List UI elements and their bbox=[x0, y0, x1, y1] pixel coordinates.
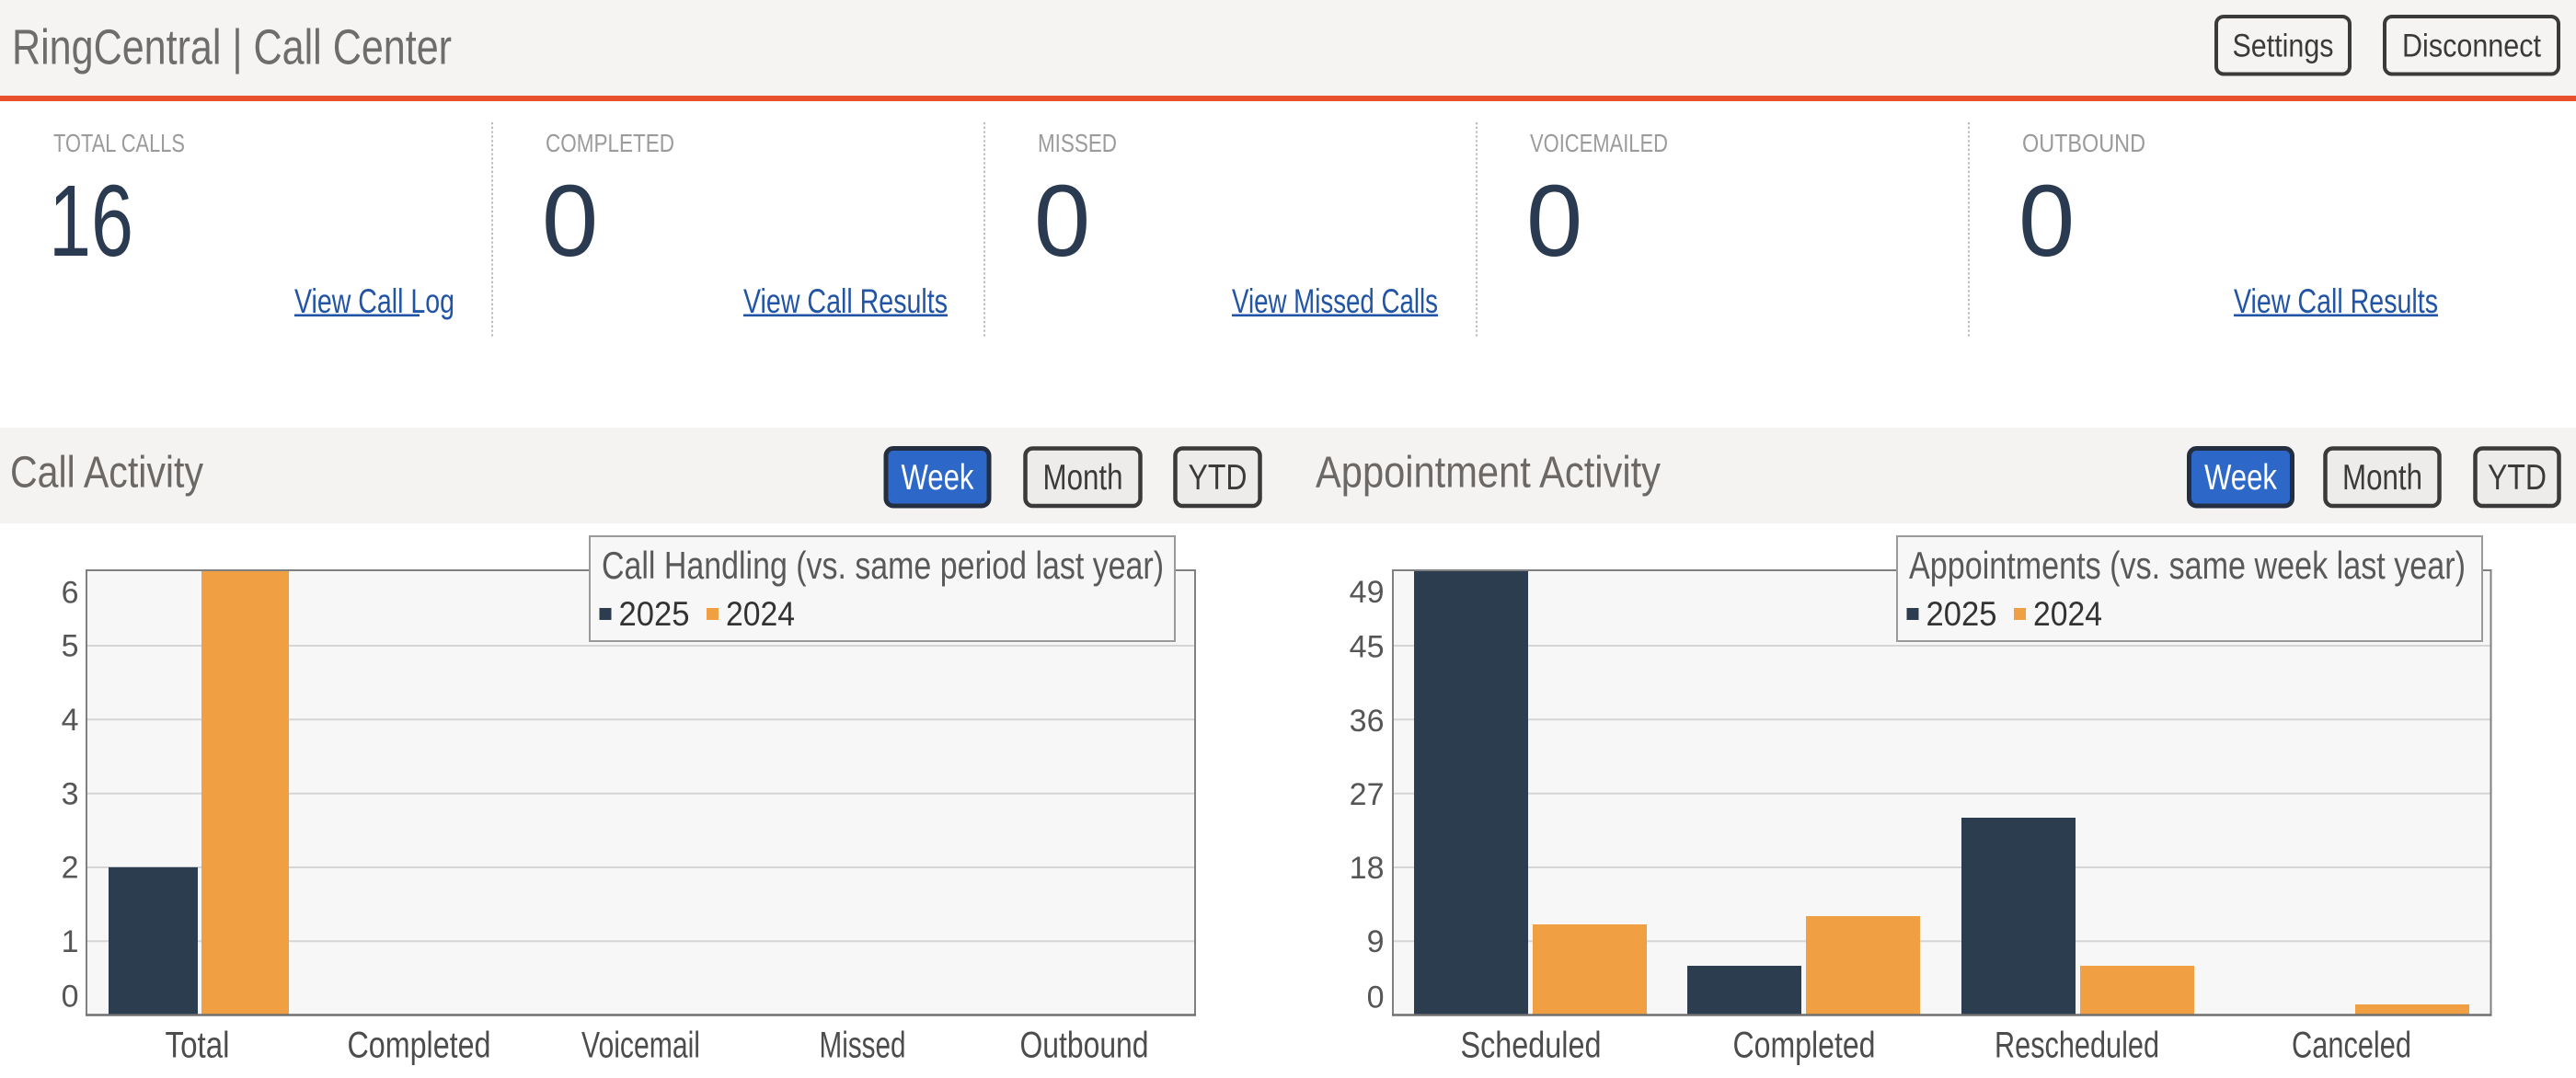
svg-text:YTD: YTD bbox=[2488, 458, 2547, 498]
svg-text:1: 1 bbox=[62, 924, 79, 959]
svg-text:6: 6 bbox=[62, 576, 79, 611]
svg-text:Week: Week bbox=[2204, 458, 2277, 498]
svg-text:2024: 2024 bbox=[2033, 595, 2102, 633]
svg-text:2025: 2025 bbox=[619, 595, 690, 633]
svg-text:Completed: Completed bbox=[1733, 1026, 1876, 1066]
svg-text:Disconnect: Disconnect bbox=[2402, 28, 2541, 63]
svg-text:Month: Month bbox=[2342, 458, 2422, 498]
svg-text:Appointment Activity: Appointment Activity bbox=[1316, 449, 1661, 498]
svg-text:MISSED: MISSED bbox=[1038, 129, 1117, 157]
svg-text:Appointments (vs. same week la: Appointments (vs. same week last year) bbox=[1909, 544, 2466, 587]
svg-text:0: 0 bbox=[1034, 165, 1090, 278]
svg-text:COMPLETED: COMPLETED bbox=[546, 129, 674, 157]
svg-text:Total: Total bbox=[166, 1026, 230, 1066]
svg-text:YTD: YTD bbox=[1189, 458, 1248, 498]
svg-text:0: 0 bbox=[1367, 981, 1385, 1015]
svg-text:Canceled: Canceled bbox=[2292, 1026, 2411, 1066]
svg-text:Outbound: Outbound bbox=[1020, 1026, 1149, 1066]
svg-text:16: 16 bbox=[49, 165, 133, 278]
svg-text:RingCentral | Call Center: RingCentral | Call Center bbox=[12, 20, 452, 75]
svg-text:Call Handling (vs. same period: Call Handling (vs. same period last year… bbox=[602, 544, 1164, 587]
svg-text:Voicemail: Voicemail bbox=[581, 1026, 700, 1066]
svg-text:18: 18 bbox=[1350, 851, 1385, 886]
svg-text:2025: 2025 bbox=[1926, 595, 1997, 633]
svg-text:Call Activity: Call Activity bbox=[10, 449, 203, 498]
svg-text:27: 27 bbox=[1350, 777, 1385, 812]
svg-text:0: 0 bbox=[62, 980, 79, 1015]
svg-text:View Missed Calls: View Missed Calls bbox=[1232, 282, 1438, 320]
svg-text:Rescheduled: Rescheduled bbox=[1995, 1026, 2159, 1066]
svg-text:Week: Week bbox=[902, 458, 974, 498]
svg-text:OUTBOUND: OUTBOUND bbox=[2022, 129, 2145, 157]
svg-text:Month: Month bbox=[1043, 458, 1123, 498]
svg-text:4: 4 bbox=[62, 703, 79, 738]
svg-text:5: 5 bbox=[62, 629, 79, 664]
svg-text:0: 0 bbox=[542, 165, 598, 278]
svg-text:Missed: Missed bbox=[820, 1026, 906, 1066]
svg-text:Settings: Settings bbox=[2233, 28, 2334, 63]
svg-text:VOICEMAILED: VOICEMAILED bbox=[1530, 129, 1668, 157]
svg-text:0: 0 bbox=[2018, 165, 2075, 278]
svg-text:View Call Log: View Call Log bbox=[294, 282, 454, 320]
svg-text:TOTAL CALLS: TOTAL CALLS bbox=[53, 129, 185, 157]
svg-text:49: 49 bbox=[1350, 575, 1385, 610]
svg-text:36: 36 bbox=[1350, 704, 1385, 739]
svg-text:3: 3 bbox=[62, 776, 79, 811]
svg-text:Scheduled: Scheduled bbox=[1461, 1026, 1602, 1066]
svg-text:9: 9 bbox=[1367, 924, 1385, 959]
svg-text:View Call Results: View Call Results bbox=[2234, 282, 2438, 320]
svg-text:0: 0 bbox=[1526, 165, 1582, 278]
svg-text:2024: 2024 bbox=[726, 595, 795, 633]
svg-text:45: 45 bbox=[1350, 630, 1385, 665]
svg-text:Completed: Completed bbox=[348, 1026, 491, 1066]
svg-text:View Call Results: View Call Results bbox=[743, 282, 948, 320]
svg-text:2: 2 bbox=[62, 851, 79, 886]
